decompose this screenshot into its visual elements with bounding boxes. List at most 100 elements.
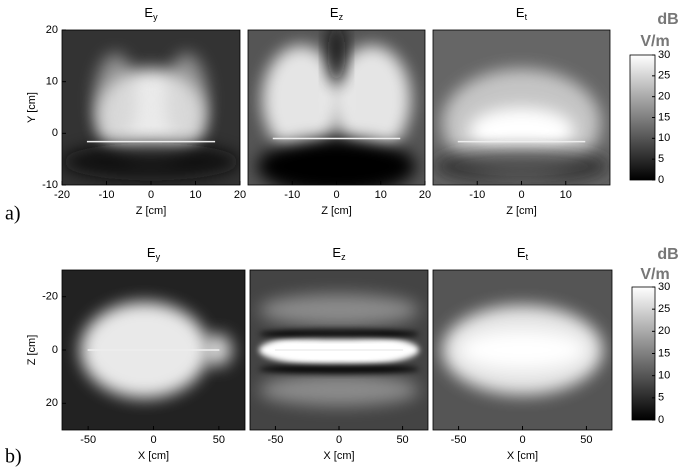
y-tick-label: 0 [52, 344, 58, 356]
colorbar-tick-label: 20 [658, 91, 670, 103]
colorbar-tick-label: 25 [658, 303, 670, 315]
field-blob [468, 107, 575, 154]
x-tick-label: 50 [213, 434, 225, 446]
title-sub: z [341, 252, 346, 262]
y-tick-label: -10 [42, 179, 58, 191]
x-tick-label: 0 [333, 189, 339, 201]
field-blob [94, 53, 137, 147]
map-image [250, 270, 428, 430]
title-sub: y [153, 12, 158, 22]
title-main: E [147, 245, 156, 260]
x-tick-label: -20 [54, 189, 70, 201]
panel-title: Et [517, 245, 529, 262]
x-tick-label: 50 [396, 434, 408, 446]
map-image [433, 270, 612, 430]
x-tick-label: 20 [234, 189, 246, 201]
map-image [248, 30, 425, 185]
title-main: E [332, 245, 341, 260]
map-image [62, 30, 240, 185]
y-tick-label: -20 [42, 291, 58, 303]
x-tick-label: 0 [150, 434, 156, 446]
colorbar [631, 286, 656, 421]
colorbar-unit: V/m [640, 266, 669, 283]
title-main: E [144, 5, 153, 20]
colorbar-tick-label: 30 [658, 49, 670, 61]
field-blob [258, 374, 420, 406]
panel-title: Ey [147, 245, 161, 262]
x-axis-label: Z [cm] [321, 205, 352, 217]
title-sub: z [339, 12, 344, 22]
panel-title: Et [516, 5, 528, 22]
x-tick-label: 0 [148, 189, 154, 201]
field-map: Et -50 0 50 X [cm] [432, 245, 613, 462]
colorbar-tick-label: 15 [658, 347, 670, 359]
x-tick-label: 10 [375, 189, 387, 201]
x-axis-label: X [cm] [323, 450, 354, 462]
title-sub: y [156, 252, 161, 262]
x-tick-label: 10 [189, 189, 201, 201]
colorbar-tick-label: 0 [658, 174, 664, 186]
title-main: E [330, 5, 339, 20]
x-tick-label: -50 [80, 434, 96, 446]
panel-title: Ez [332, 245, 346, 262]
field-blob [258, 329, 420, 339]
colorbar-tick-label: 30 [658, 281, 670, 293]
colorbar-tick-label: 5 [658, 153, 664, 165]
y-tick-label: 20 [46, 24, 58, 36]
x-axis-label: Z [cm] [136, 205, 167, 217]
x-axis-label: X [cm] [138, 450, 169, 462]
x-tick-label: 50 [580, 434, 592, 446]
panel-title: Ez [330, 5, 344, 22]
x-tick-label: 0 [336, 434, 342, 446]
y-axis-label: Z [cm] [26, 335, 38, 366]
y-axis-label: Y [cm] [26, 92, 38, 123]
y-tick-label: 20 [46, 397, 58, 409]
field-blob [327, 30, 346, 85]
colorbar-tick-label: 15 [658, 111, 670, 123]
field-blob [332, 45, 411, 154]
x-axis-label: Z [cm] [506, 205, 537, 217]
title-main: E [517, 245, 526, 260]
colorbar [629, 54, 656, 181]
field-blob [258, 294, 420, 326]
title-main: E [516, 5, 525, 20]
field-blob [165, 53, 208, 147]
field-map: Ey -50 0 50 X [cm] -20 0 20 Z [cm] [26, 245, 246, 462]
map-image [62, 270, 245, 430]
panel-title: Ey [144, 5, 158, 22]
colorbar-tick-label: 0 [658, 414, 664, 426]
x-tick-label: 10 [560, 189, 572, 201]
x-tick-label: 0 [518, 189, 524, 201]
x-axis-label: X [cm] [507, 450, 538, 462]
x-tick-label: -10 [284, 189, 300, 201]
field-map: Et -10 0 10 Z [cm] [432, 5, 611, 217]
colorbar-unit: V/m [640, 33, 669, 50]
y-tick-label: 10 [46, 76, 58, 88]
colorbar-tick-label: 5 [658, 392, 664, 404]
field-blob [262, 45, 341, 154]
colorbar-tick-label: 20 [658, 325, 670, 337]
colorbar-tick-label: 10 [658, 370, 670, 382]
field-map: Ez -50 0 50 X [cm] [249, 245, 429, 462]
colorbar-tick-label: 25 [658, 70, 670, 82]
map-image [433, 30, 610, 185]
x-tick-label: -10 [99, 189, 115, 201]
title-sub: t [526, 252, 529, 262]
colorbar-unit: dB [657, 11, 678, 28]
field-map: Ez -10 0 10 20 Z [cm] [247, 5, 431, 217]
y-tick-label: 0 [52, 127, 58, 139]
field-blob [459, 330, 586, 370]
x-tick-label: -10 [469, 189, 485, 201]
title-sub: t [525, 12, 528, 22]
field-blob [62, 143, 240, 181]
field-blob [433, 147, 610, 185]
field-blob [256, 138, 417, 185]
field-blob [258, 364, 420, 375]
row-label: a) [5, 203, 21, 225]
x-tick-label: 0 [519, 434, 525, 446]
row-label: b) [5, 446, 22, 468]
colorbar-tick-label: 10 [658, 132, 670, 144]
colorbar-unit: dB [657, 246, 678, 263]
